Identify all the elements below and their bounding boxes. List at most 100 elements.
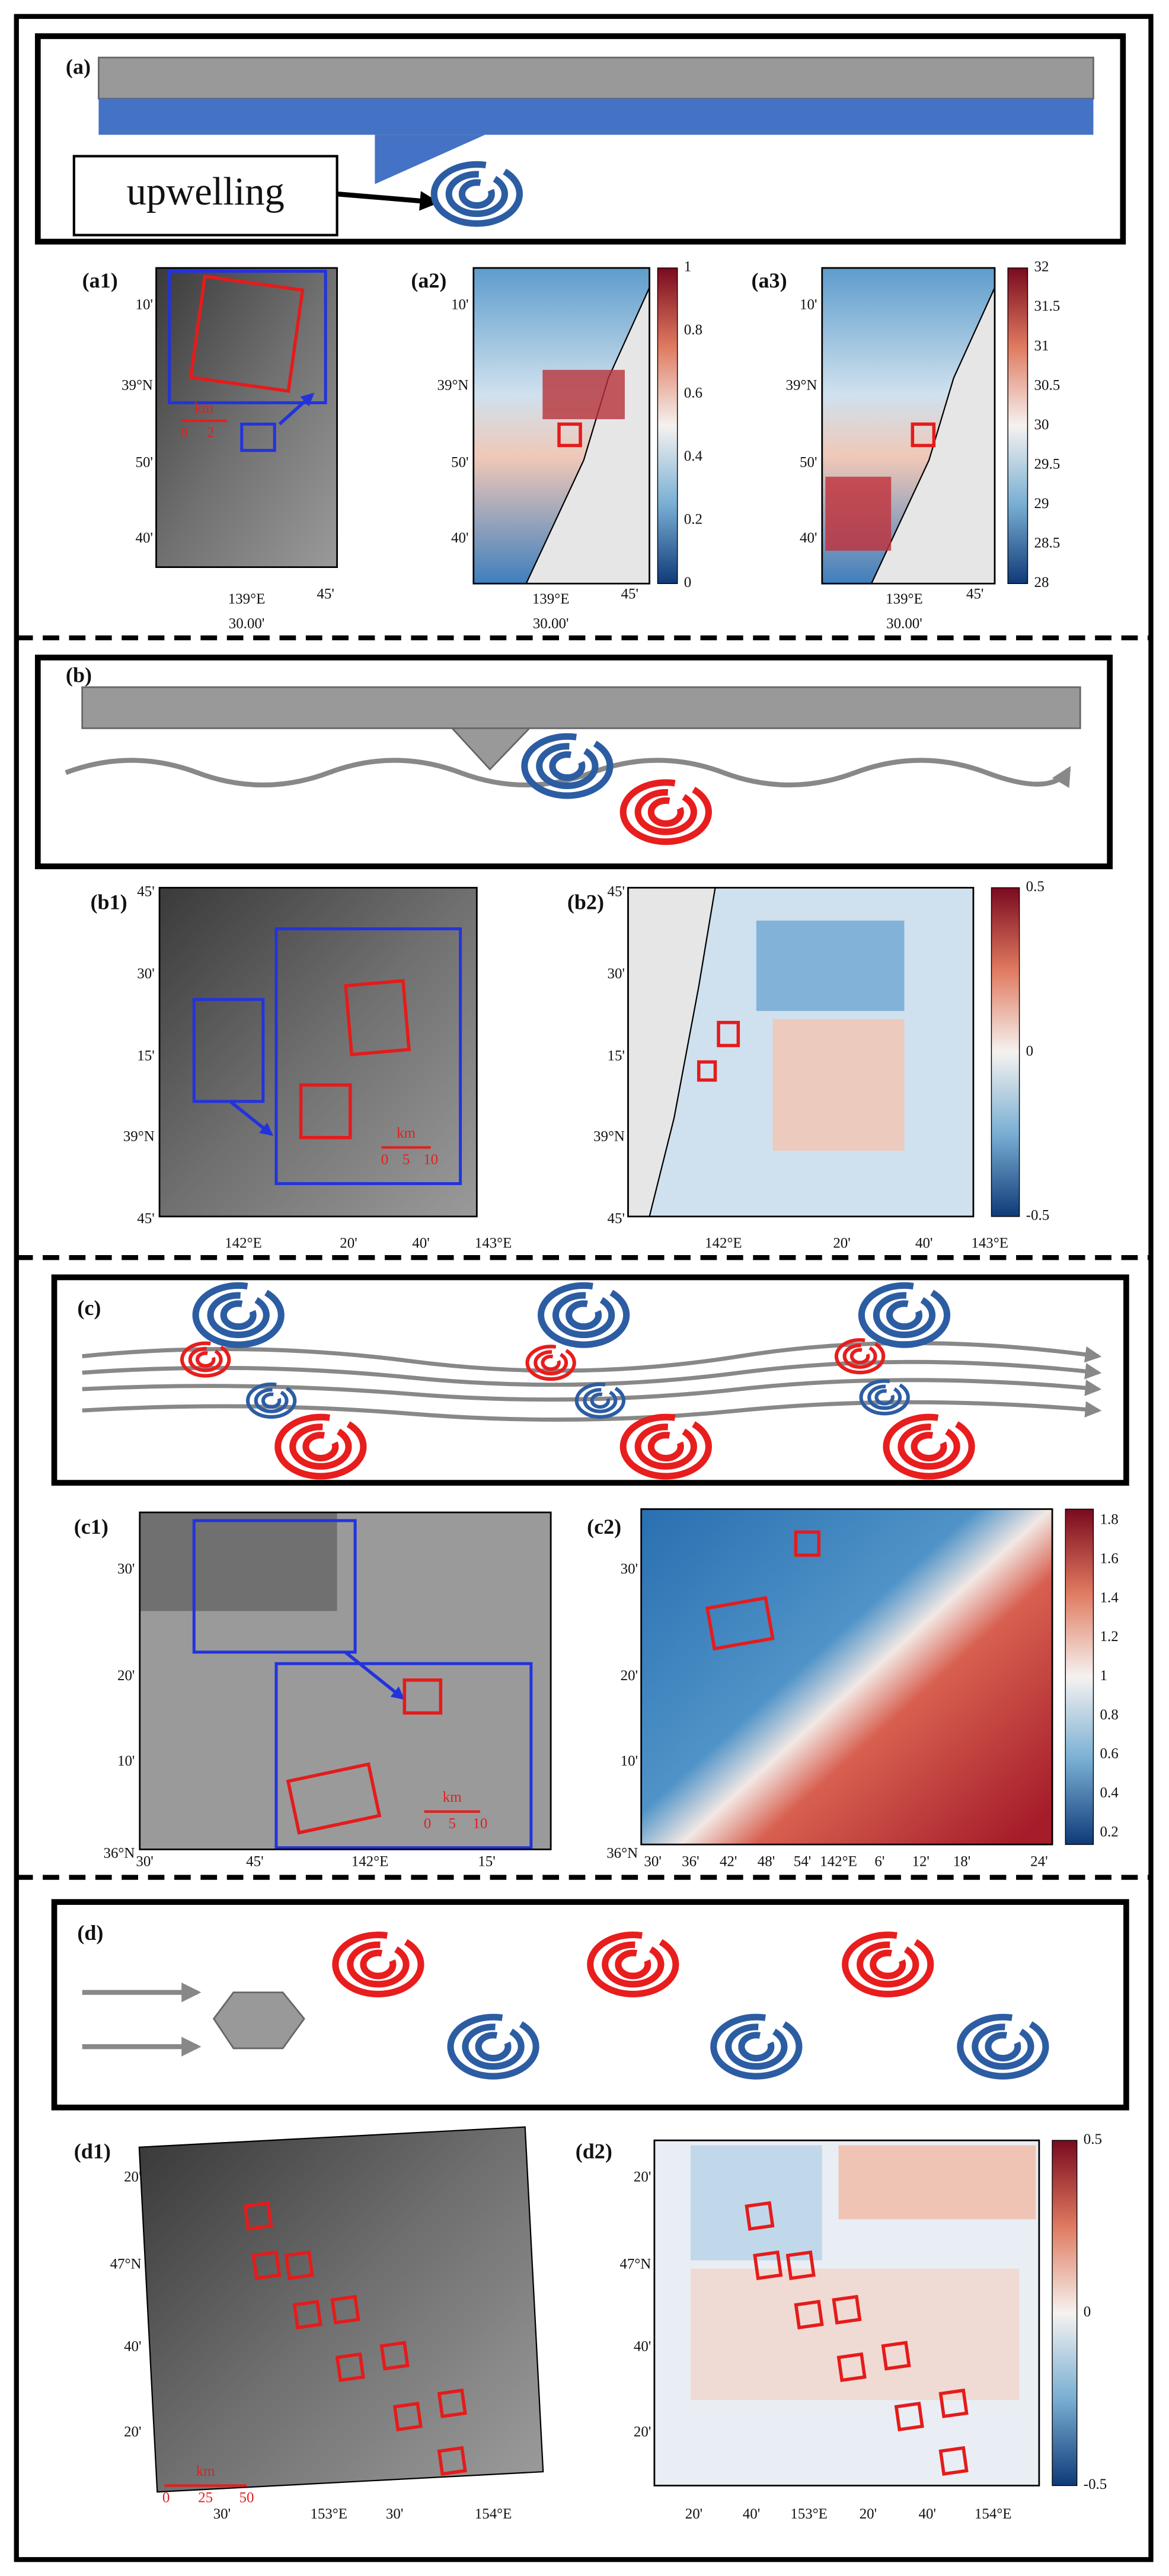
x-tick-label: 20' [340,1236,357,1252]
x-tick-label: 42' [720,1853,737,1869]
y-tick-label: 39°N [437,377,469,393]
y-tick-label: 39°N [122,377,153,393]
y-tick-label: 50' [451,455,468,471]
eddy-box [753,2250,783,2280]
colorbar-tick-label: 1.8 [1100,1512,1119,1528]
x-tick-label: 139°E [886,591,923,607]
scale-tick-label: 0 [381,1151,388,1167]
panel-label: (b) [66,663,92,687]
y-tick-label: 30' [137,966,154,982]
x-tick-label: 153°E [790,2506,828,2522]
x-tick-label: 139°E [532,591,570,607]
panel-label: (c) [77,1296,101,1320]
colorbar-tick-label: 30.5 [1034,377,1061,393]
y-tick-label: 39°N [593,1129,625,1145]
colorbar-tick-label: 32 [1034,259,1049,275]
eddy-box [299,1083,352,1139]
colorbar-tick-label: 1.4 [1100,1589,1119,1605]
outer-frame [14,14,1154,2562]
panel-label: (b1) [91,890,127,914]
small-eddy [182,1343,229,1376]
shape [627,886,975,1218]
island [212,1991,305,2050]
y-tick-label: 39°N [123,1129,155,1145]
eddy-box [344,979,411,1056]
y-tick-label: 20' [124,2169,141,2185]
colorbar-tick-label: 0.6 [684,385,702,401]
scale-tick-label: 0 [180,425,187,441]
anomaly [838,2145,1036,2220]
y-tick-label: 47°N [619,2256,651,2272]
small-eddy [836,1340,883,1372]
land-bar [98,56,1094,100]
shape [527,1346,574,1379]
y-tick-label: 47°N [110,2256,142,2272]
y-tick-label: 20' [124,2424,141,2440]
x-tick-label: 30' [386,2506,403,2522]
x-tick-label: 20' [833,1236,850,1252]
y-tick-label: 45' [608,883,625,899]
colorbar-tick-label: 0.8 [1100,1707,1119,1723]
x-tick-label: 15' [478,1853,495,1869]
colorbar-tick-label: 31 [1034,338,1049,354]
eddy-box [785,2250,816,2280]
zoom-box [192,998,265,1103]
scale-tick-label: 10 [472,1816,487,1832]
zoom-arrow [278,392,315,426]
eddy-box [392,2401,423,2432]
colorbar-tick-label: 0 [684,574,691,590]
x-tick-label: 154°E [975,2506,1012,2522]
annotation-arrow [337,191,440,211]
eddy-box [894,2401,924,2432]
scale-tick-label: 2 [207,425,214,441]
panel-label: (d1) [74,2140,111,2163]
y-tick-label: 40' [135,530,152,546]
texture [139,1512,337,1611]
x-tick-label: 30' [136,1853,153,1869]
cyclonic-eddy [960,2017,1046,2076]
scale-unit: km [196,2463,215,2479]
eddy-box [437,2388,467,2418]
shape [139,1511,552,1850]
colorbar-tick-label: 30 [1034,417,1049,433]
eddy-box [832,2294,862,2325]
y-tick-label: 15' [137,1048,154,1064]
eddy-box [836,2352,867,2382]
anomaly [690,2145,822,2261]
zoom-box [168,270,327,404]
colorbar [991,887,1020,1217]
cyclonic-eddy [451,2017,536,2076]
cyclonic-eddy [714,2017,799,2076]
x-tick-label: 20' [685,2506,702,2522]
y-tick-label: 10' [135,296,152,312]
eddy-box [938,2446,969,2476]
panel-label: (a3) [752,269,787,292]
x-tick-label: 45' [966,586,983,602]
zoom-inset [274,1662,533,1850]
eddy-box [189,274,305,393]
scale-tick-label: 50 [239,2489,254,2505]
shape [861,1381,908,1413]
panel-label: (a) [66,55,91,79]
shape [248,1384,295,1417]
anomaly [772,1019,905,1151]
eddy-box [745,2201,775,2231]
anticyclonic-eddy [845,1935,931,1994]
current [65,758,1071,789]
y-tick-label: 30' [608,966,625,982]
eddy-box [251,2250,282,2280]
x-tick-label: 143°E [475,1236,512,1252]
eddy-boxes [745,2201,969,2476]
x-tick-label: 30' [644,1853,661,1869]
eddy-box [292,2300,322,2330]
colorbar-tick-label: 0.5 [1084,2131,1102,2147]
schematic-box [51,1899,1129,2111]
eddy-box [286,1762,382,1835]
small-eddy [861,1381,908,1413]
zoom-box [192,1519,357,1654]
colorbar-tick-label: 0.2 [1100,1824,1119,1840]
x-tick-label: 45' [246,1853,263,1869]
eddy-box [697,1060,717,1082]
x-tick-label: 30.00' [533,615,569,631]
